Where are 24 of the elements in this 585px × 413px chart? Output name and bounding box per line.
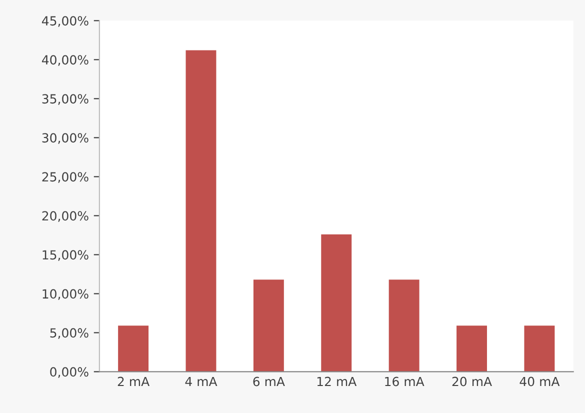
bar xyxy=(118,326,149,372)
x-tick-label: 20 mA xyxy=(452,376,492,386)
bar xyxy=(524,326,555,372)
y-tick-label: 35,00% xyxy=(42,94,88,105)
x-tick-label: 6 mA xyxy=(253,376,285,386)
y-tick-label: 30,00% xyxy=(42,133,88,144)
x-tick-label: 40 mA xyxy=(520,376,560,386)
x-tick-label: 12 mA xyxy=(317,376,357,386)
y-tick-label: 25,00% xyxy=(42,172,88,183)
y-tick-label: 10,00% xyxy=(42,289,88,300)
y-tick-label: 0,00% xyxy=(50,367,88,378)
x-tick-label: 2 mA xyxy=(118,376,150,386)
y-tick-label: 15,00% xyxy=(42,250,88,261)
y-tick-label: 45,00% xyxy=(42,16,88,27)
y-tick-label: 40,00% xyxy=(42,55,88,66)
y-tick-label: 5,00% xyxy=(50,328,88,339)
x-tick-label: 4 mA xyxy=(185,376,218,386)
bar xyxy=(321,234,352,372)
y-tick-label: 20,00% xyxy=(42,211,88,222)
x-tick-label: 16 mA xyxy=(385,376,424,386)
bar xyxy=(186,50,216,372)
bar xyxy=(253,280,284,372)
bar xyxy=(456,326,487,372)
bar xyxy=(388,280,420,372)
